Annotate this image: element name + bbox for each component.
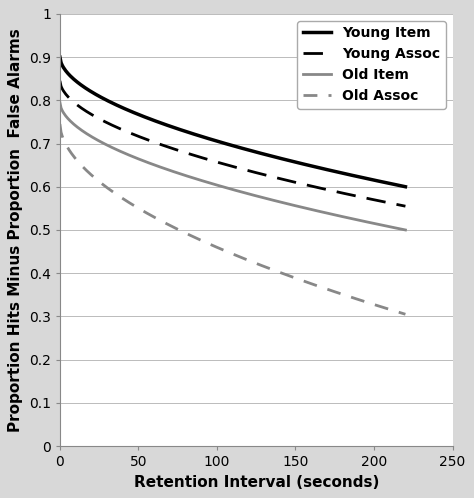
Line: Young Item: Young Item (60, 57, 405, 187)
Young Assoc (269, 173, 274, 179)
Legend: Young Item, Young Assoc, Old Item, Old Assoc: Young Item, Young Assoc, Old Item, Old A… (298, 21, 446, 109)
Young Assoc (348, 192, 354, 198)
Old Item (348, 216, 354, 222)
Old Item (263, 195, 268, 201)
Old Assoc (269, 266, 274, 272)
Old Item (58, 105, 64, 111)
Young Item (262, 151, 267, 157)
Old Assoc (58, 129, 64, 135)
Old Assoc (348, 294, 354, 300)
Young Item (370, 177, 376, 183)
Old Item (269, 197, 274, 203)
Line: Young Assoc: Young Assoc (60, 81, 405, 206)
Young Item (402, 184, 408, 190)
Old Assoc (263, 264, 268, 270)
Young Assoc (370, 197, 376, 203)
Old Assoc (262, 263, 267, 269)
Young Assoc (57, 78, 63, 84)
Young Item (269, 153, 274, 159)
Young Item (58, 60, 64, 66)
Line: Old Item: Old Item (60, 103, 405, 230)
Young Assoc (262, 172, 267, 178)
Old Item (370, 220, 376, 226)
Old Assoc (57, 121, 63, 127)
Young Assoc (263, 172, 268, 178)
Young Item (348, 172, 354, 178)
Young Assoc (402, 203, 408, 209)
Young Assoc (58, 83, 64, 89)
Young Item (57, 54, 63, 60)
Y-axis label: Proportion Hits Minus Proportion  False Alarms: Proportion Hits Minus Proportion False A… (9, 28, 23, 432)
X-axis label: Retention Interval (seconds): Retention Interval (seconds) (134, 475, 379, 490)
Young Item (263, 151, 268, 157)
Old Assoc (402, 311, 408, 317)
Line: Old Assoc: Old Assoc (60, 124, 405, 314)
Old Item (57, 100, 63, 106)
Old Assoc (370, 301, 376, 307)
Old Item (262, 195, 267, 201)
Old Item (402, 227, 408, 233)
